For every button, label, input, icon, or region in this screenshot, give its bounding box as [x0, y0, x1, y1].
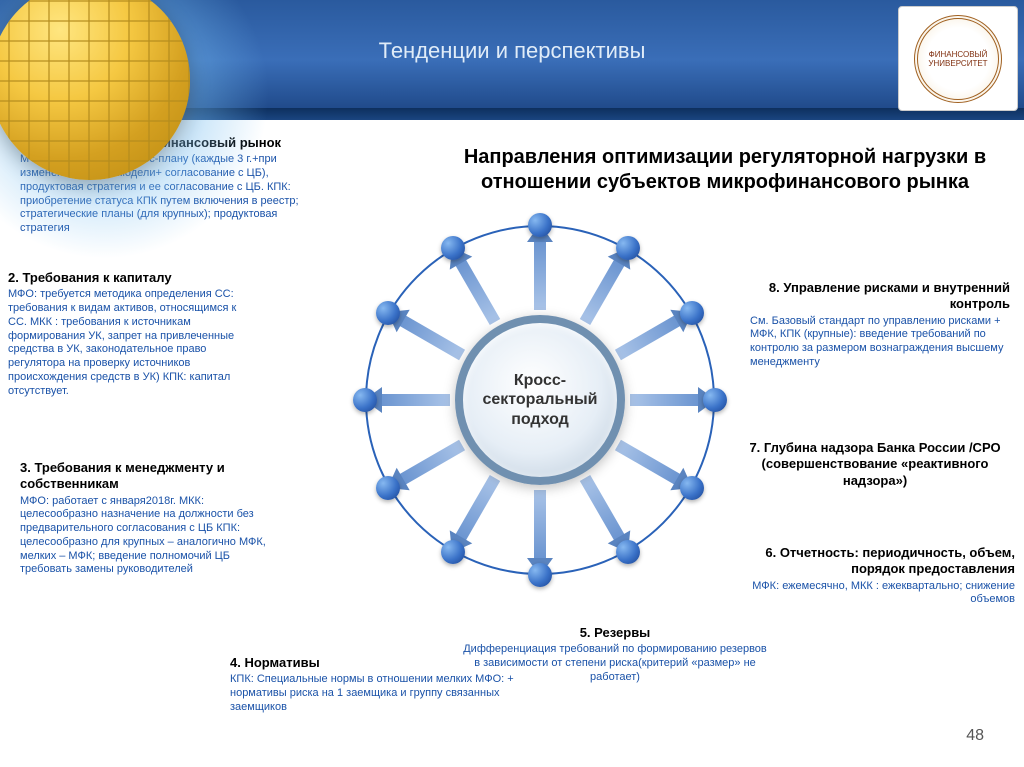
block-6-heading: 6. Отчетность: периодичность, объем, пор… — [710, 545, 1015, 578]
diagram-node — [616, 540, 640, 564]
diagram-node — [616, 236, 640, 260]
seal-text: ФИНАНСОВЫЙ УНИВЕРСИТЕТ — [914, 15, 1002, 103]
diagram-node — [376, 301, 400, 325]
block-2-heading: 2. Требования к капиталу — [8, 270, 258, 286]
block-3-heading: 3. Требования к менеджменту и собственни… — [20, 460, 272, 493]
diagram-node — [680, 476, 704, 500]
diagram-center: Кросс-секторальный подход — [455, 315, 625, 485]
block-7-heading: 7. Глубина надзора Банка России /СРО (со… — [740, 440, 1010, 489]
diagram-node — [703, 388, 727, 412]
block-8-heading: 8. Управление рисками и внутренний контр… — [750, 280, 1010, 313]
block-7: 7. Глубина надзора Банка России /СРО (со… — [740, 440, 1010, 491]
diagram-node — [528, 563, 552, 587]
center-label: Кросс-секторальный подход — [463, 371, 617, 429]
diagram-node — [441, 236, 465, 260]
diagram-node — [528, 213, 552, 237]
block-8-body: См. Базовый стандарт по управлению риска… — [750, 315, 1010, 370]
diagram-node — [441, 540, 465, 564]
university-seal: ФИНАНСОВЫЙ УНИВЕРСИТЕТ — [898, 6, 1018, 111]
block-6: 6. Отчетность: периодичность, объем, пор… — [710, 545, 1015, 607]
diagram-node — [376, 476, 400, 500]
block-2-body: МФО: требуется методика определения СС: … — [8, 288, 258, 398]
diagram-node — [353, 388, 377, 412]
block-5-body: Дифференциация требований по формировани… — [460, 643, 770, 684]
block-3-body: МФО: работает с января2018г. МКК: целесо… — [20, 495, 272, 578]
block-6-body: МФК: ежемесячно, МКК : ежеквартально; сн… — [710, 580, 1015, 608]
block-5: 5. Резервы Дифференциация требований по … — [460, 625, 770, 685]
diagram-node — [680, 301, 704, 325]
block-3: 3. Требования к менеджменту и собственни… — [20, 460, 272, 577]
radial-diagram: Кросс-секторальный подход — [320, 180, 760, 620]
block-2: 2. Требования к капиталу МФО: требуется … — [8, 270, 258, 398]
slide-title: Тенденции и перспективы — [0, 38, 1024, 64]
page-number: 48 — [966, 727, 984, 745]
globe-icon — [0, 0, 190, 180]
block-5-heading: 5. Резервы — [460, 625, 770, 641]
slide-header: Тенденции и перспективы ФИНАНСОВЫЙ УНИВЕ… — [0, 0, 1024, 120]
block-8: 8. Управление рисками и внутренний контр… — [750, 280, 1010, 370]
